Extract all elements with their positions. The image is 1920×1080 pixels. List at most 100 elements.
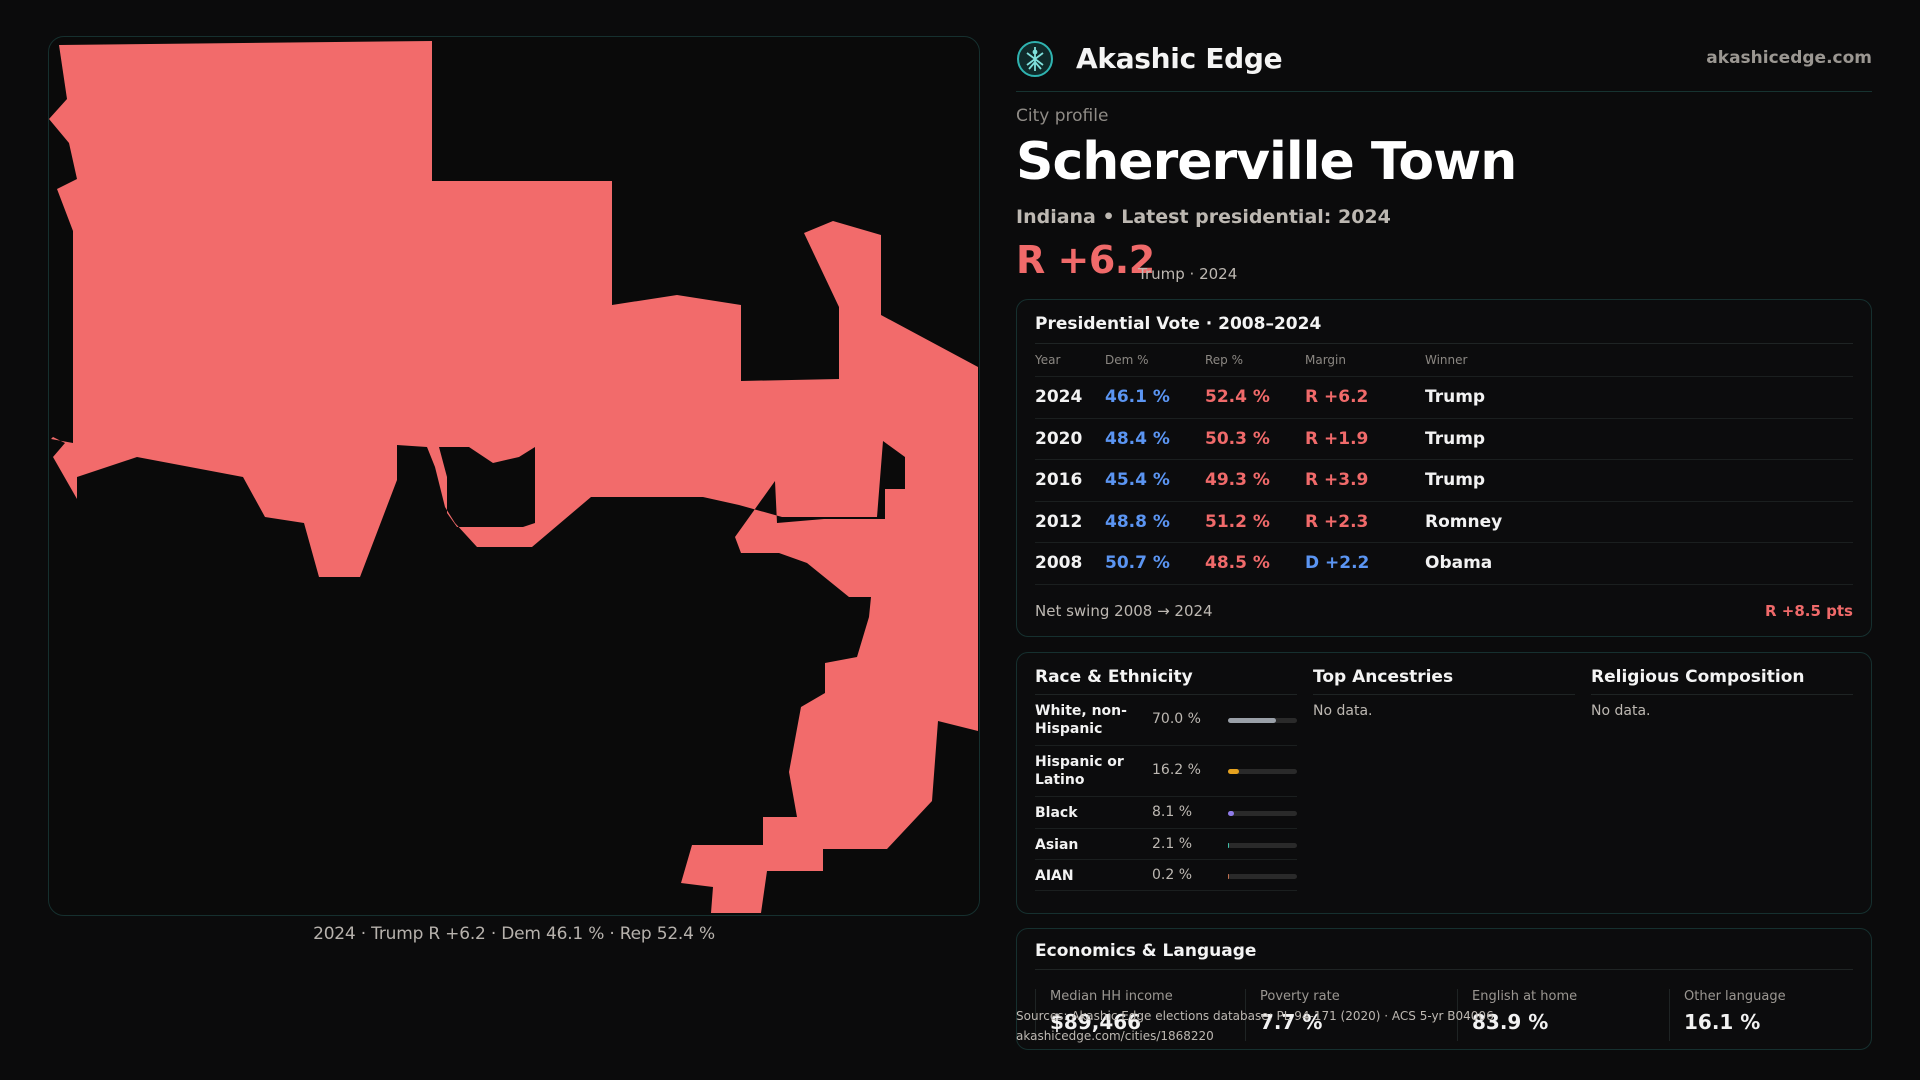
cell-year: 2016 bbox=[1035, 470, 1083, 490]
divider bbox=[1035, 343, 1853, 344]
map-panel[interactable] bbox=[48, 36, 980, 916]
race-bar bbox=[1228, 769, 1297, 774]
brand-name: Akashic Edge bbox=[1076, 42, 1283, 75]
cell-winner: Obama bbox=[1425, 553, 1493, 573]
race-label: Hispanic or Latino bbox=[1035, 754, 1124, 788]
cell-dem: 48.4 % bbox=[1105, 428, 1170, 449]
presidential-vote-card: Presidential Vote · 2008–2024 Year Dem %… bbox=[1016, 299, 1872, 637]
cell-margin: R +6.2 bbox=[1305, 387, 1369, 407]
race-pct: 8.1 % bbox=[1152, 804, 1193, 820]
sources-footer: Sources: Akashic Edge elections database… bbox=[1016, 1006, 1494, 1046]
cell-dem: 46.1 % bbox=[1105, 387, 1170, 407]
race-label: AIAN bbox=[1035, 868, 1074, 884]
race-pct: 2.1 % bbox=[1152, 836, 1193, 852]
cell-winner: Trump bbox=[1425, 428, 1486, 449]
ancestries-title: Top Ancestries bbox=[1313, 667, 1575, 695]
ancestries-empty: No data. bbox=[1313, 703, 1373, 719]
religion-empty: No data. bbox=[1591, 703, 1651, 719]
race-label: Black bbox=[1035, 805, 1078, 821]
page-kicker: City profile bbox=[1016, 106, 1109, 126]
race-bar-fill bbox=[1228, 718, 1277, 723]
cell-year: 2020 bbox=[1035, 428, 1083, 449]
net-swing-value: R +8.5 pts bbox=[1765, 602, 1853, 620]
demographics-card: Race & Ethnicity White, non-Hispanic 70.… bbox=[1016, 652, 1872, 914]
race-row: Black 8.1 % bbox=[1035, 797, 1297, 829]
econ-stat-value: 83.9 % bbox=[1472, 1010, 1549, 1034]
table-row[interactable]: 2008 50.7 % 48.5 % D +2.2 Obama bbox=[1035, 543, 1853, 585]
presidential-table: Year Dem % Rep % Margin Winner 2024 46.1… bbox=[1035, 348, 1853, 585]
divider bbox=[1035, 969, 1853, 970]
map-caption: 2024 · Trump R +6.2 · Dem 46.1 % · Rep 5… bbox=[313, 924, 715, 944]
race-bar-fill bbox=[1228, 843, 1230, 848]
latest-margin: R +6.2 bbox=[1016, 238, 1155, 282]
cell-dem: 50.7 % bbox=[1105, 553, 1170, 573]
cell-year: 2012 bbox=[1035, 511, 1083, 532]
cell-margin: R +3.9 bbox=[1305, 470, 1369, 490]
econ-stat-label: English at home bbox=[1472, 989, 1578, 1004]
econ-stat: Median HH income $89,466 bbox=[1035, 989, 1235, 1041]
race-pct: 0.2 % bbox=[1152, 867, 1193, 883]
race-label: Asian bbox=[1035, 837, 1079, 853]
net-swing-label: Net swing 2008 → 2024 bbox=[1035, 602, 1213, 620]
race-bar-fill bbox=[1228, 769, 1240, 774]
cell-rep: 51.2 % bbox=[1205, 511, 1270, 532]
race-bar bbox=[1228, 811, 1297, 816]
cell-margin: D +2.2 bbox=[1305, 553, 1370, 573]
page-title: Schererville Town bbox=[1016, 132, 1517, 192]
cell-dem: 45.4 % bbox=[1105, 470, 1170, 490]
cell-rep: 50.3 % bbox=[1205, 428, 1270, 449]
race-pct: 70.0 % bbox=[1152, 711, 1201, 727]
table-row[interactable]: 2020 48.4 % 50.3 % R +1.9 Trump bbox=[1035, 419, 1853, 460]
col-header-margin: Margin bbox=[1305, 353, 1346, 367]
econ-stat-label: Other language bbox=[1684, 989, 1786, 1004]
economics-card: Economics & Language Median HH income $8… bbox=[1016, 928, 1872, 1050]
econ-stat: Poverty rate 7.7 % bbox=[1245, 989, 1445, 1041]
brand-url-link[interactable]: akashicedge.com bbox=[1706, 48, 1872, 68]
cell-margin: R +2.3 bbox=[1305, 511, 1369, 532]
economics-title: Economics & Language bbox=[1035, 941, 1257, 961]
econ-stat: English at home 83.9 % bbox=[1457, 989, 1657, 1041]
econ-stat: Other language 16.1 % bbox=[1669, 989, 1869, 1041]
col-header-rep: Rep % bbox=[1205, 353, 1244, 367]
race-row: Asian 2.1 % bbox=[1035, 829, 1297, 860]
sources-text: Sources: Akashic Edge elections database… bbox=[1016, 1009, 1494, 1023]
econ-stat-label: Poverty rate bbox=[1260, 989, 1340, 1004]
econ-stat-value: 16.1 % bbox=[1684, 1010, 1761, 1034]
cell-winner: Trump bbox=[1425, 470, 1486, 490]
ancestries-section: Top Ancestries No data. bbox=[1313, 667, 1575, 719]
akashic-logo-icon bbox=[1017, 41, 1053, 77]
cell-year: 2024 bbox=[1035, 387, 1083, 407]
brand-bar: Akashic Edge akashicedge.com bbox=[1016, 36, 1872, 92]
source-url-link[interactable]: akashicedge.com/cities/1868220 bbox=[1016, 1029, 1214, 1043]
race-bar bbox=[1228, 874, 1297, 879]
cell-rep: 48.5 % bbox=[1205, 553, 1270, 573]
race-list: White, non-Hispanic 70.0 % Hispanic or L… bbox=[1035, 695, 1297, 891]
presidential-vote-title: Presidential Vote · 2008–2024 bbox=[1035, 314, 1322, 334]
table-row[interactable]: 2024 46.1 % 52.4 % R +6.2 Trump bbox=[1035, 377, 1853, 419]
cell-winner: Trump bbox=[1425, 387, 1486, 407]
econ-stat-value: 7.7 % bbox=[1260, 1010, 1323, 1034]
religion-title: Religious Composition bbox=[1591, 667, 1853, 695]
econ-stat-value: $89,466 bbox=[1050, 1010, 1142, 1034]
race-ethnicity-section: Race & Ethnicity White, non-Hispanic 70.… bbox=[1035, 667, 1297, 891]
table-row[interactable]: 2016 45.4 % 49.3 % R +3.9 Trump bbox=[1035, 460, 1853, 502]
race-bar-fill bbox=[1228, 874, 1229, 879]
race-row: AIAN 0.2 % bbox=[1035, 860, 1297, 891]
col-header-dem: Dem % bbox=[1105, 353, 1149, 367]
col-header-winner: Winner bbox=[1425, 353, 1468, 367]
cell-dem: 48.8 % bbox=[1105, 511, 1170, 532]
cell-year: 2008 bbox=[1035, 553, 1083, 573]
race-bar bbox=[1228, 843, 1297, 848]
race-label: White, non-Hispanic bbox=[1035, 703, 1127, 737]
race-pct: 16.2 % bbox=[1152, 762, 1201, 778]
city-boundary-map bbox=[49, 41, 978, 913]
latest-margin-detail: Trump · 2024 bbox=[1138, 265, 1238, 283]
page-subtitle: Indiana • Latest presidential: 2024 bbox=[1016, 206, 1391, 228]
race-bar-fill bbox=[1228, 811, 1234, 816]
cell-rep: 52.4 % bbox=[1205, 387, 1270, 407]
cell-margin: R +1.9 bbox=[1305, 428, 1369, 449]
race-row: White, non-Hispanic 70.0 % bbox=[1035, 695, 1297, 746]
table-row[interactable]: 2012 48.8 % 51.2 % R +2.3 Romney bbox=[1035, 502, 1853, 543]
table-header: Year Dem % Rep % Margin Winner bbox=[1035, 348, 1853, 377]
city-boundary-shape[interactable] bbox=[49, 41, 978, 913]
